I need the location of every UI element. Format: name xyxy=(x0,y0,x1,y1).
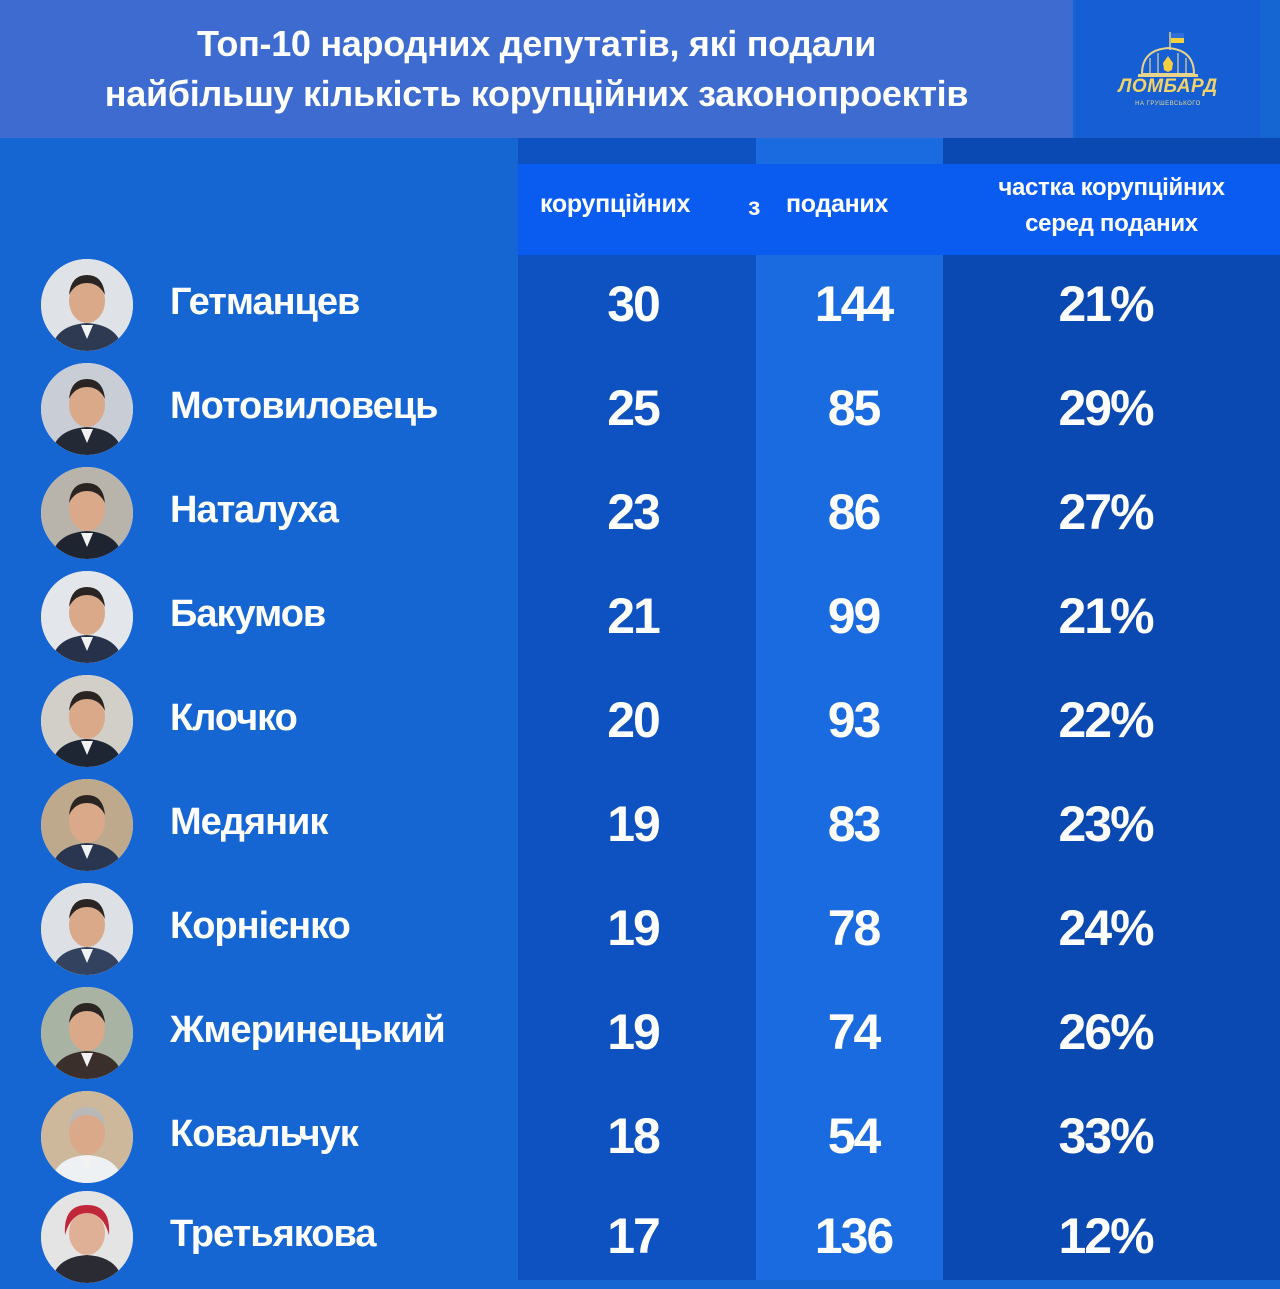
corrupt-share: 23% xyxy=(1058,796,1154,852)
deputy-name: Бакумов xyxy=(170,593,326,635)
person-icon xyxy=(41,1191,133,1283)
table-row: Клочко 20 93 22% xyxy=(0,669,1280,773)
submitted-count: 85 xyxy=(827,380,882,436)
deputy-name: Медяник xyxy=(170,801,328,843)
submitted-count: 83 xyxy=(827,796,882,852)
title-banner: Топ-10 народних депутатів, які подали на… xyxy=(0,0,1073,138)
corrupt-count: 19 xyxy=(607,900,661,956)
logo-name: ЛОМБАРД xyxy=(1118,76,1218,97)
corrupt-count: 25 xyxy=(607,380,661,436)
corrupt-count: 19 xyxy=(607,1004,661,1060)
corrupt-count: 17 xyxy=(607,1208,661,1264)
share-column-header-line2: серед поданих xyxy=(1025,210,1198,237)
table-row: Жмеринецький 19 74 26% xyxy=(0,981,1280,1085)
deputy-photo xyxy=(41,987,133,1079)
submitted-count: 74 xyxy=(827,1004,882,1060)
deputy-photo xyxy=(41,363,133,455)
logo-subtitle: НА ГРУШЕВСЬКОГО xyxy=(1135,101,1201,107)
corrupt-share: 26% xyxy=(1058,1004,1154,1060)
table-row: Медяник 19 83 23% xyxy=(0,773,1280,877)
deputy-name: Наталуха xyxy=(170,489,339,531)
person-icon xyxy=(41,467,133,559)
corrupt-count: 20 xyxy=(607,692,661,748)
deputy-photo xyxy=(41,779,133,871)
deputy-name: Третьякова xyxy=(170,1213,376,1255)
logo-strip xyxy=(1260,0,1280,138)
deputy-name: Жмеринецький xyxy=(170,1009,446,1051)
deputy-name: Клочко xyxy=(170,697,298,739)
table-row: Корнієнко 19 78 24% xyxy=(0,877,1280,981)
corrupt-column-header: корупційних xyxy=(540,190,691,218)
submitted-column-header: поданих xyxy=(786,190,889,218)
deputy-photo xyxy=(41,467,133,559)
table-row: Гетманцев 30 144 21% xyxy=(0,253,1280,357)
corrupt-share: 24% xyxy=(1058,900,1154,956)
corrupt-share: 29% xyxy=(1058,380,1154,436)
person-icon xyxy=(41,259,133,351)
logo: ЛОМБАРД НА ГРУШЕВСЬКОГО xyxy=(1076,0,1260,138)
parliament-dome-flag-icon xyxy=(1138,32,1198,77)
share-column-bg xyxy=(943,138,1280,1280)
corrupt-count: 30 xyxy=(607,276,661,332)
table-row: Третьякова 17 136 12% xyxy=(0,1185,1280,1289)
person-icon xyxy=(41,987,133,1079)
corrupt-column-bg xyxy=(518,138,756,1280)
person-icon xyxy=(41,675,133,767)
table-row: Бакумов 21 99 21% xyxy=(0,565,1280,669)
corrupt-share: 27% xyxy=(1058,484,1154,540)
title-line-1: Топ-10 народних депутатів, які подали xyxy=(196,23,877,64)
corrupt-share: 22% xyxy=(1058,692,1154,748)
corrupt-share: 21% xyxy=(1058,276,1154,332)
corrupt-count: 23 xyxy=(607,484,661,540)
submitted-count: 136 xyxy=(814,1208,894,1264)
deputy-photo xyxy=(41,1191,133,1283)
deputy-photo xyxy=(41,259,133,351)
corrupt-share: 33% xyxy=(1058,1108,1154,1164)
deputy-name: Корнієнко xyxy=(170,905,351,947)
submitted-header-cell xyxy=(756,164,943,255)
table-row: Ковальчук 18 54 33% xyxy=(0,1085,1280,1189)
submitted-count: 99 xyxy=(827,588,882,644)
deputy-name: Ковальчук xyxy=(170,1113,359,1155)
title-line-2: найбільшу кількість корупційних законопр… xyxy=(104,73,969,114)
corrupt-share: 21% xyxy=(1058,588,1154,644)
table-row: Мотовиловець 25 85 29% xyxy=(0,357,1280,461)
deputy-photo xyxy=(41,883,133,975)
submitted-count: 86 xyxy=(827,484,882,540)
person-icon xyxy=(41,363,133,455)
corrupt-count: 18 xyxy=(607,1108,661,1164)
connector-label: з xyxy=(748,193,761,221)
share-header-cell xyxy=(943,164,1280,255)
deputy-photo xyxy=(41,571,133,663)
corrupt-share: 12% xyxy=(1058,1208,1154,1264)
deputy-name: Мотовиловець xyxy=(170,385,439,427)
person-icon xyxy=(41,1091,133,1183)
submitted-count: 144 xyxy=(814,276,894,332)
table-row: Наталуха 23 86 27% xyxy=(0,461,1280,565)
share-column-header-line1: частка корупційних xyxy=(998,174,1225,201)
person-icon xyxy=(41,779,133,871)
corrupt-header-cell xyxy=(518,164,756,255)
person-icon xyxy=(41,883,133,975)
person-icon xyxy=(41,571,133,663)
deputy-photo xyxy=(41,675,133,767)
submitted-count: 78 xyxy=(827,900,882,956)
submitted-column-bg xyxy=(756,138,943,1280)
submitted-count: 54 xyxy=(827,1108,882,1164)
deputy-name: Гетманцев xyxy=(170,281,360,323)
corrupt-count: 21 xyxy=(607,588,661,644)
submitted-count: 93 xyxy=(827,692,882,748)
corrupt-count: 19 xyxy=(607,796,661,852)
deputy-photo xyxy=(41,1091,133,1183)
